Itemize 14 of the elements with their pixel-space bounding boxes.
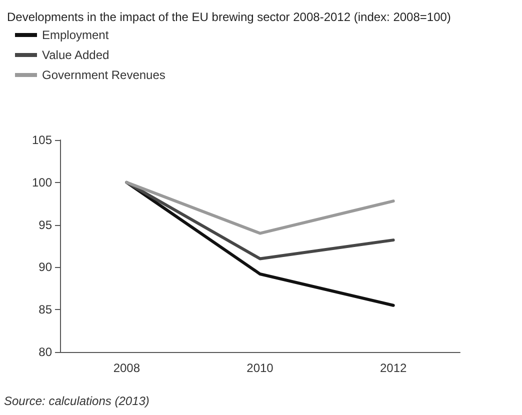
source-note: Source: calculations (2013)	[4, 394, 150, 408]
y-tick-label: 80	[38, 345, 52, 359]
y-tick-label: 85	[38, 302, 52, 317]
y-tick-label: 105	[32, 133, 52, 147]
y-tick-label: 100	[32, 175, 52, 190]
y-tick-label: 95	[38, 218, 52, 232]
x-tick-label: 2012	[380, 361, 408, 375]
legend-label: Employment	[42, 28, 110, 42]
chart-title: Developments in the impact of the EU brewing sector 2008-2012 (index: 2008=100)	[7, 10, 451, 24]
x-tick-label: 2008	[113, 361, 140, 375]
y-tick-label: 90	[38, 260, 52, 274]
x-tick-label: 2010	[246, 361, 274, 375]
legend-label: Value Added	[42, 48, 110, 62]
legend-label: Government Revenues	[42, 68, 166, 82]
